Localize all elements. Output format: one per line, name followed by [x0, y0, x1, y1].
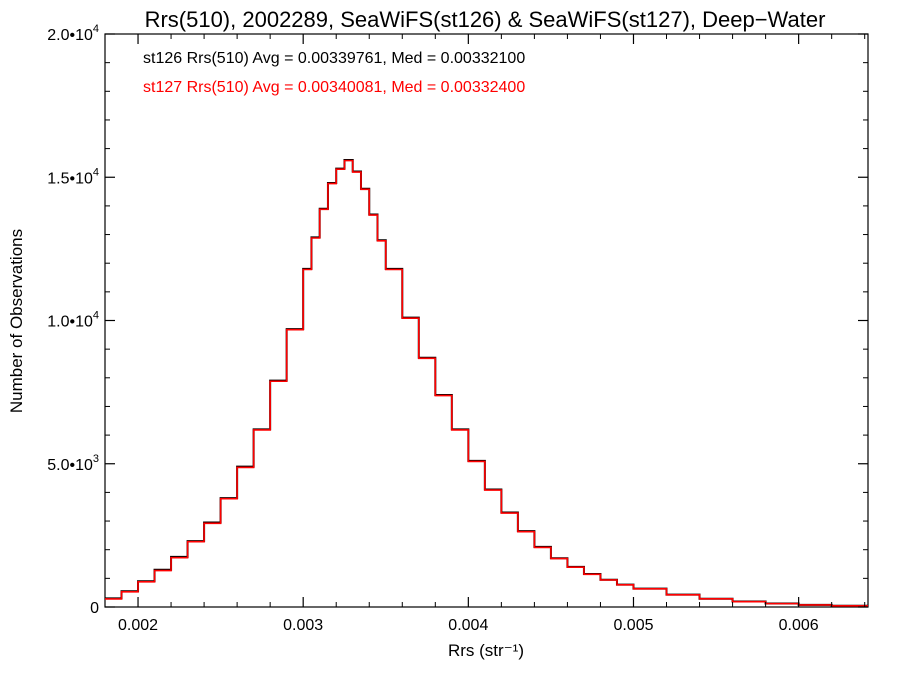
- plot-area-frame: [104, 33, 869, 608]
- series-layer: [105, 159, 868, 607]
- annotation-st126-stats: st126 Rrs(510) Avg = 0.00339761, Med = 0…: [143, 50, 525, 67]
- series-line-1: [105, 159, 868, 607]
- x-tick-label: 0.005: [613, 617, 653, 634]
- x-axis-label: Rrs (str⁻¹): [448, 641, 524, 660]
- annotation-st127-stats: st127 Rrs(510) Avg = 0.00340081, Med = 0…: [143, 79, 525, 96]
- chart-title: Rrs(510), 2002289, SeaWiFS(st126) & SeaW…: [145, 7, 826, 32]
- y-tick-label: 2.0•104: [47, 23, 99, 44]
- x-tick-label: 0.004: [448, 617, 488, 634]
- series-line-0: [105, 159, 868, 607]
- x-tick-label: 0.002: [118, 617, 158, 634]
- y-tick-label: 1.0•104: [47, 310, 99, 331]
- y-tick-label: 5.0•103: [47, 453, 99, 474]
- y-axis-label: Number of Observations: [7, 229, 26, 413]
- y-axis: 0 5.0•103 1.0•104 1.5•104 2.0•104: [47, 23, 868, 617]
- x-axis: 0.002 0.003 0.004 0.005 0.006: [104, 34, 866, 634]
- y-tick-label: 0: [90, 600, 99, 617]
- x-tick-label: 0.006: [779, 617, 819, 634]
- x-tick-label: 0.003: [283, 617, 323, 634]
- y-tick-label: 1.5•104: [47, 166, 99, 187]
